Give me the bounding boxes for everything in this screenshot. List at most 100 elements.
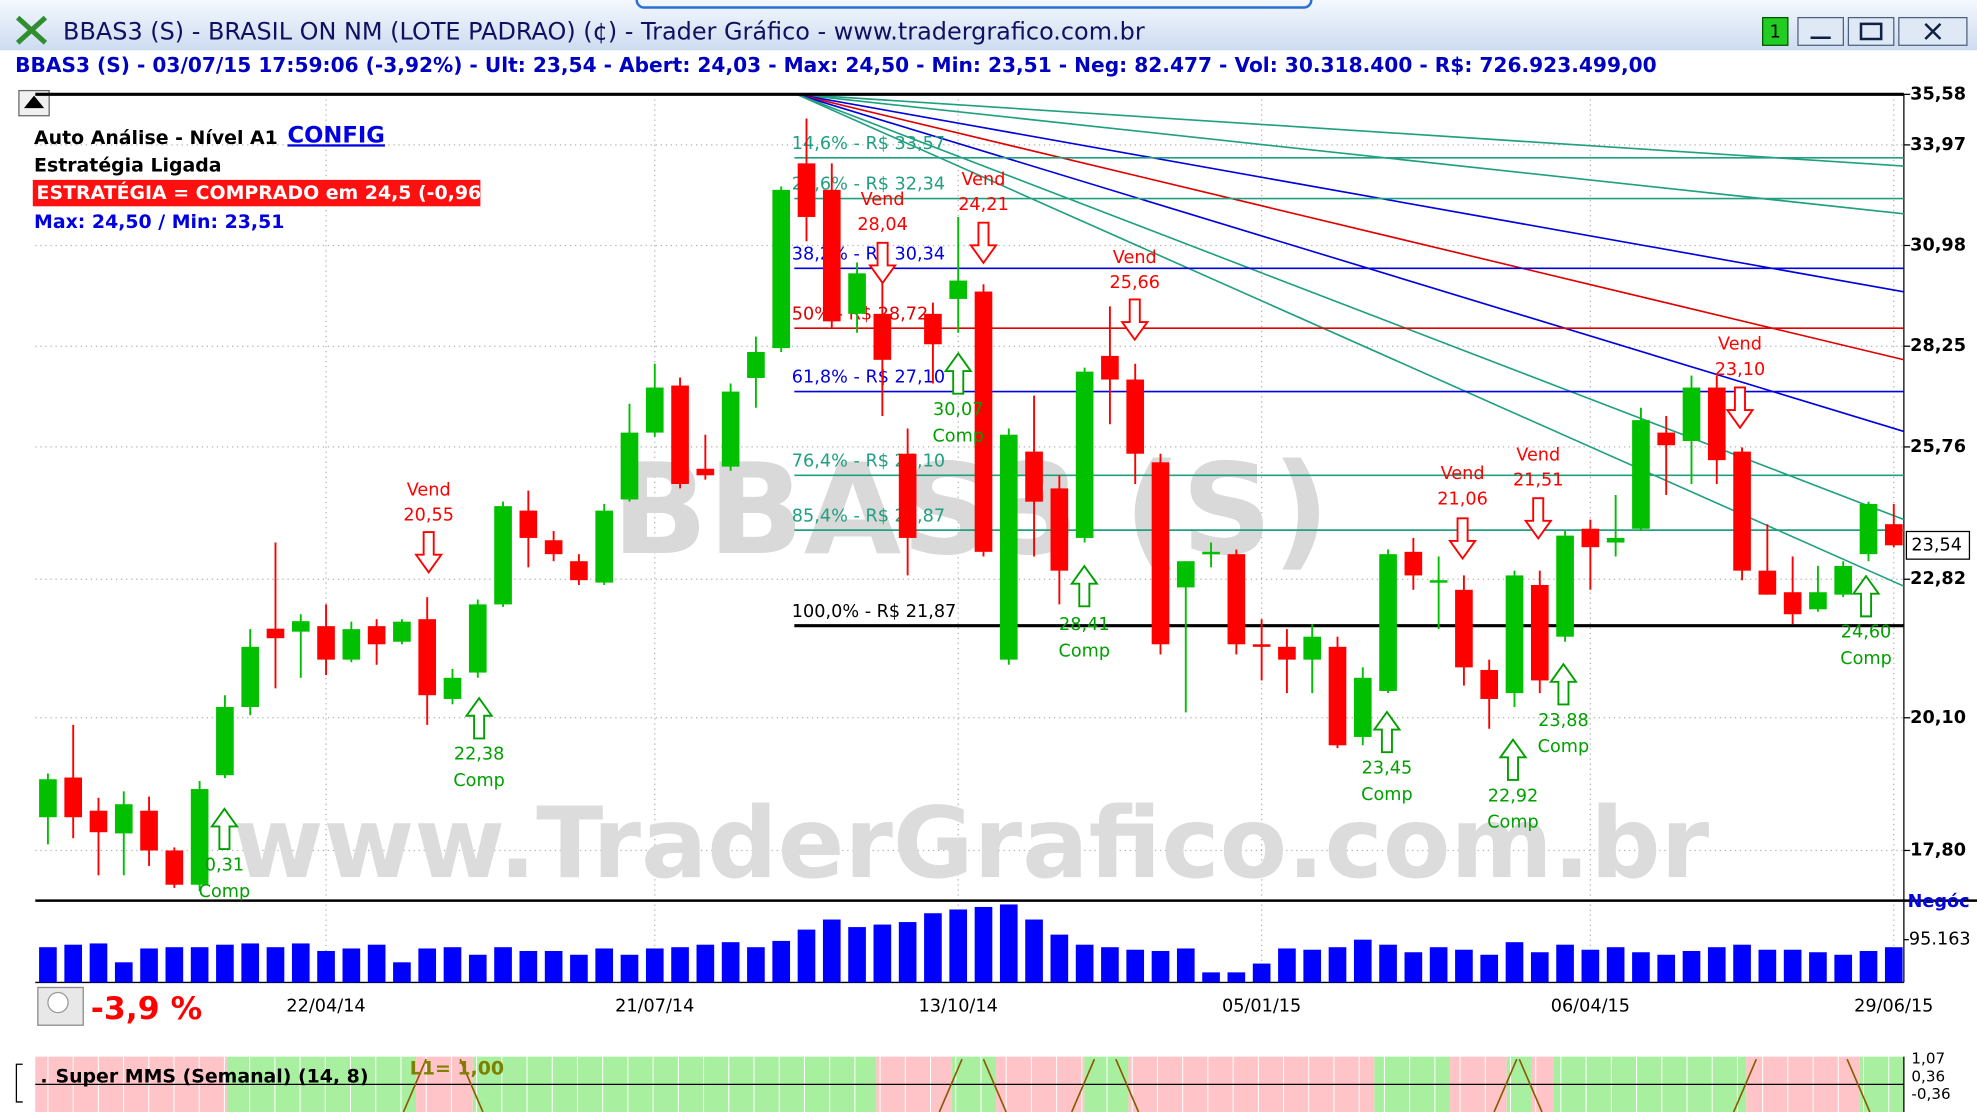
candle-body (1859, 503, 1878, 555)
fib-label: 38,2% - R$ 30,34 (792, 244, 945, 264)
volume-bar (418, 948, 437, 983)
candle-body (1025, 451, 1043, 502)
volume-bar (190, 947, 209, 983)
candle-body (1505, 575, 1524, 694)
signal-type: Vend (1516, 445, 1560, 465)
top-tab (635, 0, 1313, 9)
indicator-curve (1493, 1058, 1543, 1112)
volume-bar (1126, 949, 1145, 983)
volume-bar (468, 954, 487, 983)
candle-body (1632, 420, 1650, 529)
fan-line (796, 93, 1904, 167)
signal-arrow (1725, 386, 1755, 430)
candle-body (1682, 387, 1701, 442)
volume-bar (241, 943, 260, 983)
volume-bar (165, 947, 184, 983)
signal-value: 25,66 (1109, 273, 1160, 293)
signal-arrow (868, 241, 898, 285)
candle-body (772, 189, 791, 349)
signal-value: 24,21 (958, 195, 1009, 215)
maximize-button[interactable] (1847, 16, 1895, 46)
indicator-curve (1732, 1058, 1871, 1112)
candle-body (822, 189, 841, 322)
y-tick-label: 25,76 (1910, 437, 1966, 457)
signal-value: 24,60 (1841, 623, 1892, 643)
signal-type: Comp (199, 882, 251, 902)
candle-body (999, 434, 1018, 660)
volume-bar (620, 954, 639, 983)
window-button-icons (1810, 22, 1942, 41)
minimize-button[interactable] (1797, 16, 1844, 46)
volume-bar (1328, 947, 1347, 983)
candle-body (1404, 551, 1423, 576)
indicator-level: L1= 1,00 (410, 1058, 504, 1080)
volume-bar (645, 948, 664, 983)
x-tick-label: 22/04/14 (286, 996, 365, 1016)
candle-body (721, 391, 740, 467)
candle-body (418, 619, 437, 696)
candle-body (114, 804, 133, 834)
candle-body (1101, 355, 1119, 380)
signal-arrow (1448, 517, 1478, 561)
y-tick-label: 95.163 (1909, 930, 1971, 950)
x-tick-label: 13/10/14 (919, 996, 998, 1016)
candle-body (494, 506, 512, 605)
volume-bar (1202, 972, 1220, 983)
candle-body (1202, 551, 1220, 555)
change-label: -3,9 % (91, 991, 202, 1027)
config-link[interactable]: CONFIG (287, 122, 384, 148)
volume-bar (39, 947, 57, 983)
candle-body (1657, 432, 1676, 446)
volume-bar (114, 962, 133, 983)
fan-line (796, 93, 1905, 361)
candle-body (1379, 554, 1397, 691)
y-tick-label: 30,98 (1910, 235, 1966, 255)
signal-arrow (1498, 738, 1528, 781)
volume-bar (1505, 942, 1524, 983)
volume-bar (1530, 952, 1549, 983)
candle-body (924, 313, 942, 345)
volume-bar (721, 942, 740, 983)
badge[interactable] (1762, 16, 1789, 46)
volume-bar (822, 919, 841, 983)
candle-body (873, 313, 892, 360)
candle-body (367, 626, 386, 645)
fib-label: 100,0% - R$ 21,87 (792, 602, 956, 622)
range-label: Max: 24,50 / Min: 23,51 (34, 211, 284, 233)
candle-body (1151, 462, 1170, 645)
candle-body (570, 561, 588, 581)
volume-bar (1025, 919, 1043, 983)
volume-bar (1252, 963, 1271, 983)
y-tick-label: 20,10 (1910, 708, 1966, 728)
candle-body (1809, 592, 1827, 610)
volume-bar (1809, 952, 1827, 983)
y-tick-label: 33,97 (1910, 135, 1966, 155)
signal-arrow (464, 696, 494, 740)
candle-body (1530, 584, 1549, 681)
candle-body (1227, 554, 1246, 645)
volume-bar (64, 944, 83, 983)
candle-body (468, 604, 487, 673)
indicator-tick: -0,36 (1911, 1085, 1950, 1103)
candle-body (1429, 580, 1448, 583)
fib-label: 85,4% - R$ 23,87 (792, 506, 945, 526)
volume-bar (671, 947, 689, 983)
fan-line (796, 93, 1905, 433)
signal-arrow (414, 531, 444, 574)
signal-type: Comp (932, 427, 984, 447)
signal-type: Comp (1487, 813, 1539, 833)
volume-bar (1101, 947, 1119, 983)
volume-bar (1657, 954, 1676, 983)
candle-body (1278, 646, 1296, 660)
badge-text: 1 (1770, 23, 1781, 43)
signal-arrow (209, 807, 239, 851)
volume-bar (1556, 944, 1574, 983)
candle-body (1834, 565, 1853, 595)
signal-type: Vend (1718, 335, 1762, 355)
signal-type: Comp (453, 771, 505, 791)
candle-body (140, 810, 158, 851)
candle-body (519, 510, 538, 538)
